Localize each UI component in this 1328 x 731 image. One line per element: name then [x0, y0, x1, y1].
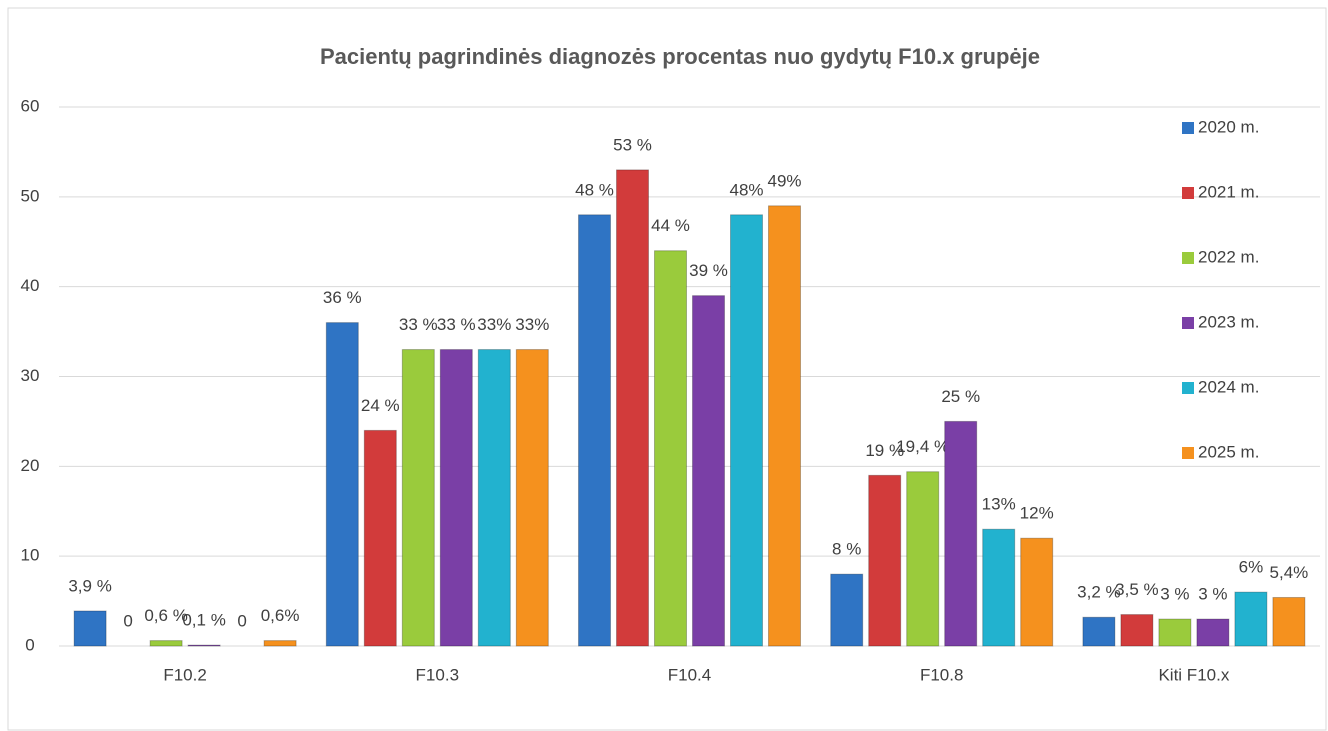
bar [1234, 591, 1268, 647]
data-label: 3 % [1160, 585, 1189, 604]
data-label: 53 % [613, 135, 652, 154]
legend-label: 2022 m. [1198, 247, 1259, 266]
bar [944, 420, 978, 647]
bar [477, 349, 511, 647]
legend-label: 2023 m. [1198, 312, 1259, 331]
y-tick-label: 50 [21, 186, 40, 205]
bar [1020, 537, 1054, 647]
data-label: 3,2 % [1077, 583, 1120, 602]
y-tick-label: 30 [21, 366, 40, 385]
bar [830, 573, 864, 647]
data-label: 48% [729, 180, 763, 199]
bar [515, 349, 549, 647]
bar [325, 322, 359, 647]
data-label: 6% [1239, 558, 1264, 577]
data-label: 44 % [651, 216, 690, 235]
legend-swatch [1182, 122, 1194, 134]
bar [263, 640, 297, 647]
legend-swatch [1182, 317, 1194, 329]
legend-label: 2025 m. [1198, 442, 1259, 461]
bar [616, 169, 649, 647]
y-tick-label: 0 [25, 635, 34, 654]
bar [578, 214, 611, 647]
data-label: 3,9 % [68, 576, 111, 595]
data-label: 48 % [575, 180, 614, 199]
legend-swatch [1182, 382, 1194, 394]
bar [982, 528, 1016, 647]
data-label: 0,6 % [144, 606, 187, 625]
data-label: 8 % [832, 540, 861, 559]
bar [149, 640, 183, 647]
data-label: 33% [477, 315, 511, 334]
y-tick-label: 40 [21, 276, 40, 295]
legend-label: 2020 m. [1198, 117, 1259, 136]
data-label: 0,6% [261, 606, 300, 625]
bar [187, 644, 221, 647]
bar [730, 214, 763, 647]
y-tick-label: 20 [21, 456, 40, 475]
data-label: 3,5 % [1115, 580, 1158, 599]
data-label: 0 [237, 611, 246, 630]
data-label: 19,4 % [896, 437, 949, 456]
data-label: 33 % [437, 315, 476, 334]
data-label: 5,4% [1270, 563, 1309, 582]
data-label: 13% [982, 495, 1016, 514]
bar [654, 250, 687, 647]
bar [1272, 596, 1306, 647]
data-label: 25 % [941, 387, 980, 406]
legend-swatch [1182, 447, 1194, 459]
legend-swatch [1182, 252, 1194, 264]
y-tick-label: 10 [21, 546, 40, 565]
y-tick-label: 60 [21, 96, 40, 115]
data-label: 19 % [865, 441, 904, 460]
x-tick-label: F10.4 [668, 665, 711, 684]
legend-label: 2024 m. [1198, 377, 1259, 396]
bar [768, 205, 801, 647]
data-label: 49% [767, 171, 801, 190]
bar [73, 610, 107, 647]
bar [692, 295, 725, 647]
bar [1158, 618, 1192, 647]
legend-label: 2021 m. [1198, 182, 1259, 201]
legend-swatch [1182, 187, 1194, 199]
data-label: 0 [123, 611, 132, 630]
data-label: 24 % [361, 396, 400, 415]
bar [401, 349, 435, 647]
bar [1196, 618, 1230, 647]
data-label: 36 % [323, 288, 362, 307]
bar [363, 429, 397, 647]
data-label: 33 % [399, 315, 438, 334]
x-tick-label: F10.8 [920, 665, 963, 684]
data-label: 33% [515, 315, 549, 334]
data-label: 12% [1020, 504, 1054, 523]
bar [1120, 614, 1154, 647]
x-tick-label: F10.3 [416, 665, 459, 684]
chart-title: Pacientų pagrindinės diagnozės procentas… [320, 44, 1040, 69]
bar [868, 474, 902, 647]
x-tick-label: Kiti F10.x [1158, 665, 1229, 684]
x-tick-label: F10.2 [163, 665, 206, 684]
data-label: 39 % [689, 261, 728, 280]
data-label: 3 % [1198, 585, 1227, 604]
bar [906, 471, 940, 647]
bar [1082, 616, 1116, 647]
bar [439, 349, 473, 647]
data-label: 0,1 % [182, 611, 225, 630]
